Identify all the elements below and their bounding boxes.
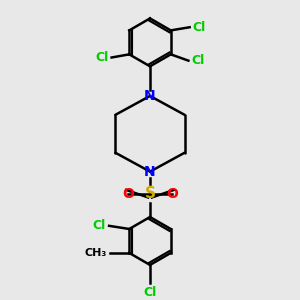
Text: CH₃: CH₃ — [85, 248, 107, 258]
Text: N: N — [144, 89, 156, 103]
Text: Cl: Cl — [191, 54, 204, 67]
Text: O: O — [166, 187, 178, 201]
Text: Cl: Cl — [93, 219, 106, 232]
Text: S: S — [145, 186, 155, 201]
Text: Cl: Cl — [192, 21, 206, 34]
Text: Cl: Cl — [96, 51, 109, 64]
Text: N: N — [144, 165, 156, 178]
Text: O: O — [122, 187, 134, 201]
Text: Cl: Cl — [143, 286, 157, 299]
